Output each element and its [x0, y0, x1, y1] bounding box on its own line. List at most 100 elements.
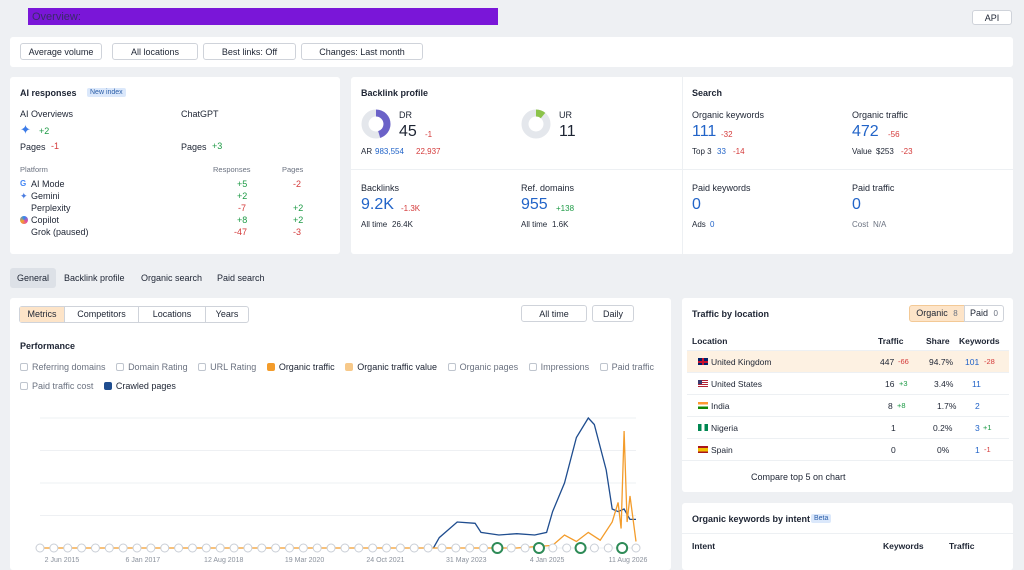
location-keywords[interactable]: 1 [975, 445, 980, 455]
location-keywords-delta: -28 [984, 357, 995, 366]
tab-paid-search[interactable]: Paid search [217, 273, 265, 283]
subtab-group [19, 306, 249, 323]
x-tick-label: 19 Mar 2020 [285, 557, 324, 564]
checkbox-organic-traffic-value[interactable]: Organic traffic value [345, 362, 437, 372]
platform-row[interactable]: Grok (paused) -47 -3 [20, 227, 330, 239]
timeline-marker [132, 543, 142, 553]
performance-card: Metrics Competitors Locations Years All … [10, 298, 671, 570]
table-row[interactable]: United States 16 +3 3.4% 11 [687, 372, 1009, 394]
tab-organic-search[interactable]: Organic search [141, 273, 203, 283]
location-share: 1.7% [937, 401, 957, 411]
ref-domains-alltime: 1.6K [552, 220, 569, 229]
checkbox-icon [447, 363, 456, 371]
top3-label: Top 3 [692, 147, 712, 156]
tab-competitors[interactable]: Competitors [64, 307, 138, 322]
checkbox-referring-domains[interactable]: Referring domains [20, 362, 106, 372]
checkbox-paid-traffic-cost[interactable]: Paid traffic cost [20, 381, 93, 391]
backlinks-alltime-label: All time [361, 220, 388, 229]
timeline-marker [423, 543, 433, 553]
share-header: Share [926, 336, 950, 346]
copilot-icon [20, 216, 28, 224]
x-tick-label: 4 Jan 2025 [530, 557, 565, 564]
timeline-marker [340, 543, 350, 553]
timeline-marker [160, 543, 170, 553]
series-line [432, 416, 636, 549]
ref-domains-value[interactable]: 955 [521, 196, 548, 213]
tab-metrics[interactable]: Metrics [20, 307, 64, 322]
backlinks-value[interactable]: 9.2K [361, 196, 394, 213]
checkbox-checked-icon [266, 363, 275, 371]
timeline-marker [548, 543, 558, 553]
location-keywords[interactable]: 11 [972, 379, 981, 389]
checkbox-crawled-pages[interactable]: Crawled pages [103, 381, 176, 391]
checkbox-organic-traffic[interactable]: Organic traffic [266, 362, 335, 372]
ur-value[interactable]: 11 [559, 123, 576, 140]
checkbox-row-2: Paid traffic cost Crawled pages [20, 381, 176, 391]
platform-row[interactable]: Perplexity -7 +2 [20, 203, 330, 215]
ai-overviews-pages-delta: -1 [51, 141, 60, 151]
timeline-marker [104, 543, 114, 553]
tab-years[interactable]: Years [205, 307, 248, 322]
timeline-marker [532, 542, 545, 554]
organic-traffic-value[interactable]: 472 [852, 123, 879, 140]
platform-row[interactable]: ✦ Gemini +2 [20, 191, 330, 203]
x-tick-label: 6 Jan 2017 [126, 557, 161, 564]
compare-top5-link[interactable]: Compare top 5 on chart [751, 472, 846, 482]
performance-title: Performance [20, 341, 76, 351]
table-row[interactable]: India 8 +8 1.7% 2 [687, 394, 1009, 416]
table-row[interactable]: Nigeria 1 0.2% 3 +1 [687, 416, 1009, 438]
checkbox-domain-rating[interactable]: Domain Rating [116, 362, 188, 372]
paid-keywords-value[interactable]: 0 [692, 196, 701, 213]
ads-value[interactable]: 0 [710, 220, 715, 229]
checkbox-icon [116, 363, 125, 371]
checkbox-organic-pages[interactable]: Organic pages [447, 362, 518, 372]
location-keywords[interactable]: 2 [975, 401, 980, 411]
paid-toggle[interactable]: Paid 0 [964, 305, 1004, 322]
tab-locations[interactable]: Locations [138, 307, 205, 322]
top3-value[interactable]: 33 [717, 147, 726, 156]
organic-keywords-value[interactable]: 111 [692, 123, 717, 140]
tab-backlink-profile[interactable]: Backlink profile [64, 273, 125, 283]
platform-pages: -2 [293, 179, 302, 189]
changes-filter-button[interactable]: Changes: Last month [301, 43, 423, 60]
timeline-marker [354, 543, 364, 553]
dr-value[interactable]: 45 [399, 123, 417, 140]
best-links-filter-button[interactable]: Best links: Off [203, 43, 296, 60]
daily-button[interactable]: Daily [592, 305, 634, 322]
traffic-value-delta: -23 [901, 147, 913, 156]
all-time-button[interactable]: All time [521, 305, 587, 322]
timeline-marker [574, 542, 587, 554]
platform-row[interactable]: Copilot +8 +2 [20, 215, 330, 227]
table-row[interactable]: Spain 0 0% 1 -1 [687, 438, 1009, 460]
organic-toggle[interactable]: Organic 8 [909, 305, 965, 322]
checkbox-url-rating[interactable]: URL Rating [198, 362, 256, 372]
location-name: Spain [711, 445, 733, 455]
paid-traffic-value[interactable]: 0 [852, 196, 861, 213]
x-tick-label: 31 May 2023 [446, 557, 487, 564]
table-row[interactable]: United Kingdom 447 -66 94.7% 101 -28 [687, 350, 1009, 372]
location-filter-button[interactable]: All locations [112, 43, 198, 60]
location-keywords-delta: +1 [983, 423, 992, 432]
checkbox-paid-traffic[interactable]: Paid traffic [599, 362, 654, 372]
x-tick-label: 11 Aug 2026 [609, 557, 648, 564]
timeline-marker [368, 543, 378, 553]
checkbox-impressions[interactable]: Impressions [528, 362, 589, 372]
location-share: 0% [937, 445, 950, 455]
timeline-marker [77, 543, 87, 553]
intent-header: Intent [692, 541, 716, 551]
dr-ring-icon [361, 109, 391, 139]
timeline-marker [562, 543, 572, 553]
page-title-bar [28, 8, 498, 25]
india-flag-icon [698, 402, 708, 409]
performance-chart[interactable]: 2 Jun 2015 6 Jan 2017 12 Aug 2018 19 Mar 20… [10, 398, 671, 570]
location-traffic-delta: +8 [897, 401, 906, 410]
volume-filter-button[interactable]: Average volume [20, 43, 102, 60]
api-button[interactable]: API [972, 10, 1012, 25]
location-keywords[interactable]: 101 [965, 357, 980, 367]
tab-general[interactable]: General [10, 268, 56, 288]
location-keywords[interactable]: 3 [975, 423, 980, 433]
platform-row[interactable]: G AI Mode +5 -2 [20, 179, 330, 191]
checkbox-icon [599, 363, 608, 371]
ar-value[interactable]: 983,554 [375, 147, 404, 156]
series-line [40, 430, 637, 549]
